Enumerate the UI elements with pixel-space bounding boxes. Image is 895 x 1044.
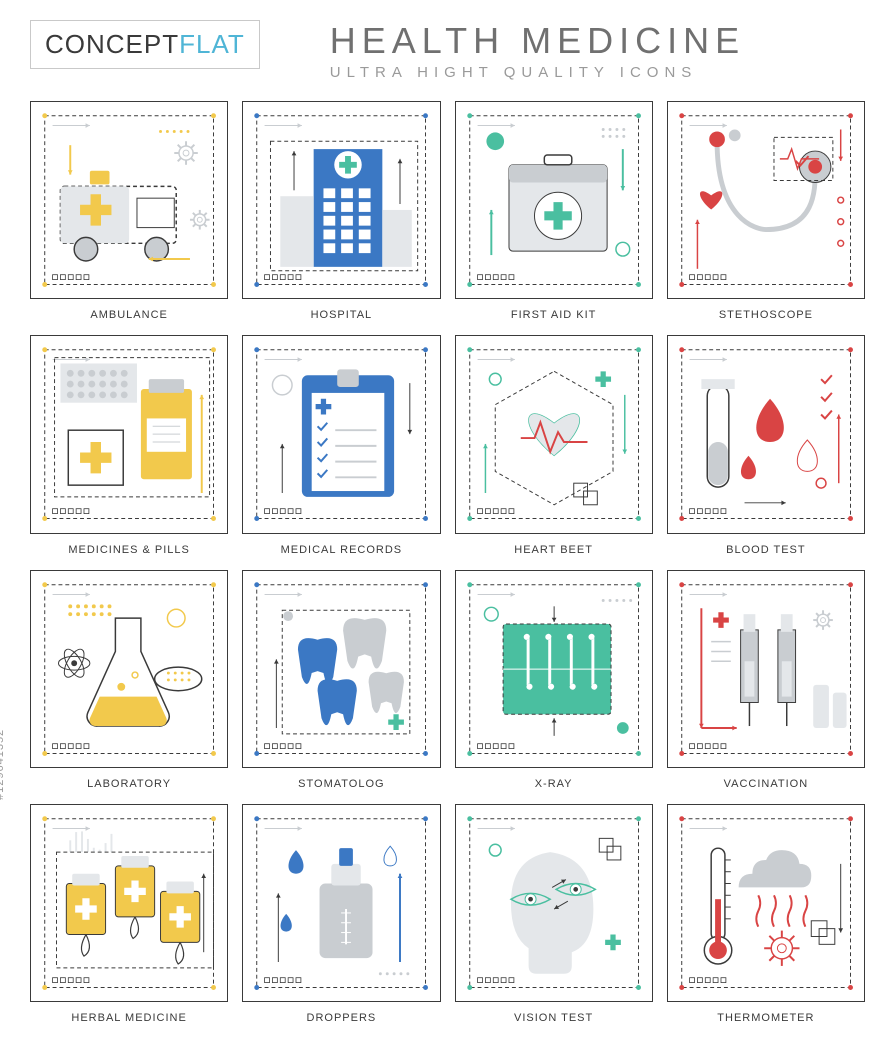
medicines-pills-icon bbox=[31, 336, 227, 532]
herbal-medicine-icon bbox=[31, 805, 227, 1001]
hospital-icon bbox=[243, 102, 439, 298]
tile-box bbox=[30, 335, 228, 533]
tile-box bbox=[455, 335, 653, 533]
thermometer-icon bbox=[668, 805, 864, 1001]
tile-box bbox=[30, 804, 228, 1002]
tile-first-aid-kit: FIRST AID KIT bbox=[455, 101, 653, 321]
blood-test-icon bbox=[668, 336, 864, 532]
first-aid-kit-icon bbox=[456, 102, 652, 298]
tile-droppers: DROPPERS bbox=[242, 804, 440, 1024]
tile-thermometer: THERMOMETER bbox=[667, 804, 865, 1024]
tile-x-ray: X-RAY bbox=[455, 570, 653, 790]
tile-herbal-medicine: HERBAL MEDICINE bbox=[30, 804, 228, 1024]
stomatolog-icon bbox=[243, 571, 439, 767]
tile-box bbox=[667, 570, 865, 768]
tile-label: MEDICINES & PILLS bbox=[68, 544, 190, 556]
logo-concept: CONCEPT bbox=[45, 29, 179, 59]
tile-box bbox=[455, 570, 653, 768]
tile-box bbox=[30, 101, 228, 299]
tile-box bbox=[242, 101, 440, 299]
title-block: HEALTH MEDICINE ULTRA HIGHT QUALITY ICON… bbox=[290, 20, 865, 81]
tile-label: FIRST AID KIT bbox=[511, 309, 597, 321]
subtitle: ULTRA HIGHT QUALITY ICONS bbox=[330, 64, 865, 81]
tile-stomatolog: STOMATOLOG bbox=[242, 570, 440, 790]
tile-label: BLOOD TEST bbox=[726, 544, 805, 556]
tile-heart-beet: HEART BEET bbox=[455, 335, 653, 555]
x-ray-icon bbox=[456, 571, 652, 767]
tile-hospital: HOSPITAL bbox=[242, 101, 440, 321]
tile-label: STOMATOLOG bbox=[298, 778, 384, 790]
tile-label: THERMOMETER bbox=[717, 1012, 814, 1024]
tile-label: HERBAL MEDICINE bbox=[71, 1012, 186, 1024]
tile-box bbox=[667, 804, 865, 1002]
logo-box: CONCEPTFLAT bbox=[30, 20, 260, 69]
tile-box bbox=[455, 101, 653, 299]
heart-beet-icon bbox=[456, 336, 652, 532]
stethoscope-icon bbox=[668, 102, 864, 298]
tile-label: VISION TEST bbox=[514, 1012, 593, 1024]
tile-label: MEDICAL RECORDS bbox=[281, 544, 403, 556]
tile-label: HEART BEET bbox=[514, 544, 593, 556]
tile-ambulance: AMBULANCE bbox=[30, 101, 228, 321]
tile-stethoscope: STETHOSCOPE bbox=[667, 101, 865, 321]
logo-flat: FLAT bbox=[179, 29, 245, 59]
watermark: #129641352 bbox=[0, 729, 6, 800]
tile-vision-test: VISION TEST bbox=[455, 804, 653, 1024]
tile-box bbox=[455, 804, 653, 1002]
main-title: HEALTH MEDICINE bbox=[330, 20, 865, 62]
tile-medicines-pills: MEDICINES & PILLS bbox=[30, 335, 228, 555]
header: CONCEPTFLAT HEALTH MEDICINE ULTRA HIGHT … bbox=[30, 20, 865, 81]
droppers-icon bbox=[243, 805, 439, 1001]
tile-box bbox=[667, 335, 865, 533]
tile-laboratory: LABORATORY bbox=[30, 570, 228, 790]
tile-label: STETHOSCOPE bbox=[719, 309, 813, 321]
vaccination-icon bbox=[668, 571, 864, 767]
tile-box bbox=[242, 804, 440, 1002]
tile-box bbox=[667, 101, 865, 299]
ambulance-icon bbox=[31, 102, 227, 298]
tile-vaccination: VACCINATION bbox=[667, 570, 865, 790]
tile-box bbox=[30, 570, 228, 768]
tile-blood-test: BLOOD TEST bbox=[667, 335, 865, 555]
medical-records-icon bbox=[243, 336, 439, 532]
tile-box bbox=[242, 570, 440, 768]
tile-medical-records: MEDICAL RECORDS bbox=[242, 335, 440, 555]
tile-label: DROPPERS bbox=[307, 1012, 377, 1024]
vision-test-icon bbox=[456, 805, 652, 1001]
icon-grid: AMBULANCE HOSPITAL FIRST AID KIT STETHOSCOP… bbox=[30, 101, 865, 1024]
tile-label: HOSPITAL bbox=[311, 309, 373, 321]
tile-label: X-RAY bbox=[535, 778, 573, 790]
tile-box bbox=[242, 335, 440, 533]
tile-label: VACCINATION bbox=[724, 778, 809, 790]
tile-label: AMBULANCE bbox=[90, 309, 167, 321]
laboratory-icon bbox=[31, 571, 227, 767]
tile-label: LABORATORY bbox=[87, 778, 171, 790]
